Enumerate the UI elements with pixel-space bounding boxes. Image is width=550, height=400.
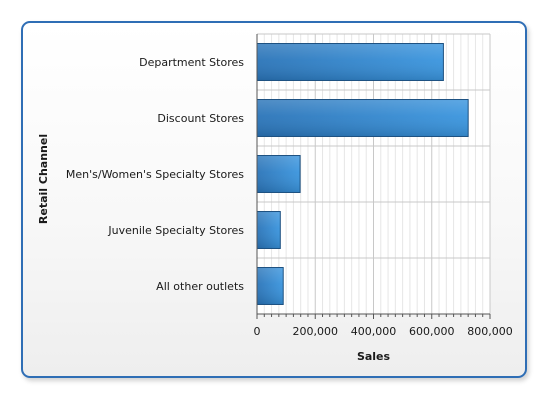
- x-tick-label: 400,000: [351, 325, 397, 338]
- category-label: Department Stores: [139, 56, 244, 69]
- category-label: Men's/Women's Specialty Stores: [66, 168, 244, 181]
- bar-highlight: [257, 44, 443, 80]
- x-tick-label: 600,000: [409, 325, 455, 338]
- bar-highlight: [257, 212, 280, 248]
- bar-highlight: [257, 268, 283, 304]
- category-label: Juvenile Specialty Stores: [107, 224, 244, 237]
- y-axis-title: Retail Channel: [37, 134, 50, 224]
- x-tick-label: 200,000: [293, 325, 339, 338]
- axes: [256, 34, 491, 319]
- x-tick-label: 0: [254, 325, 261, 338]
- category-label: All other outlets: [156, 280, 244, 293]
- x-axis-title: Sales: [357, 350, 391, 363]
- bars: [256, 43, 469, 305]
- category-label: Discount Stores: [157, 112, 244, 125]
- bar-highlight: [257, 156, 300, 192]
- x-tick-labels: 0 200,000 400,000 600,000 800,000: [254, 325, 513, 338]
- category-labels: Department Stores Discount Stores Men's/Wo…: [66, 56, 244, 293]
- bar-highlight: [257, 100, 468, 136]
- x-tick-label: 800,000: [467, 325, 513, 338]
